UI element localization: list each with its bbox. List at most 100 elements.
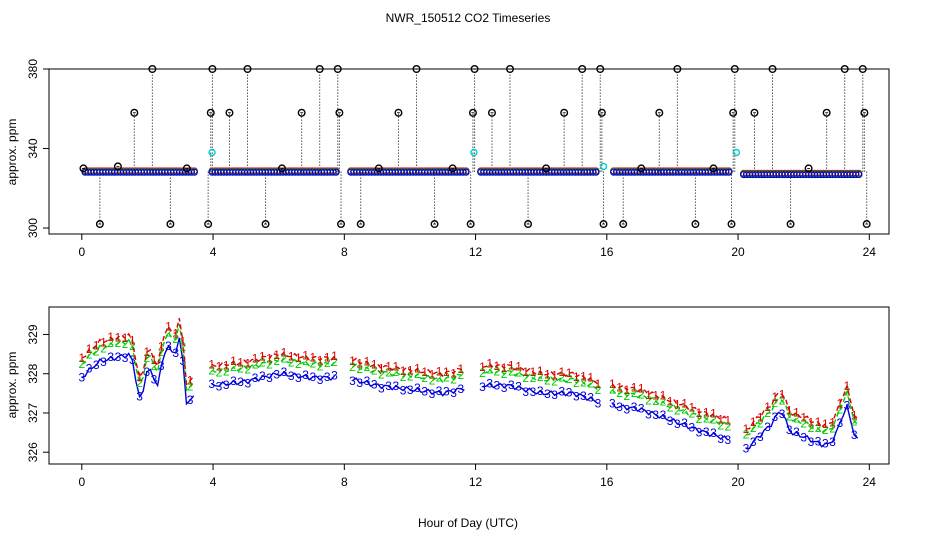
series-mark-2: 2 (479, 366, 486, 380)
series-mark-3: 3 (187, 393, 194, 407)
series-mark-2: 2 (93, 344, 100, 358)
series-mark-1: 1 (443, 365, 450, 379)
spike-point (166, 220, 175, 229)
series-mark-2: 2 (836, 402, 843, 416)
series-mark-2: 2 (515, 366, 522, 380)
series-mark-2: 2 (757, 416, 764, 430)
series-mark-2: 2 (544, 373, 551, 387)
series-mark-3: 3 (107, 350, 114, 364)
series-mark-3: 3 (378, 381, 385, 395)
series-mark-1: 1 (78, 351, 85, 365)
series-line-3 (81, 337, 195, 406)
series-mark-2: 2 (216, 366, 223, 380)
top-x-tick-label: 20 (731, 245, 745, 259)
series-mark-1: 1 (764, 400, 771, 414)
series-mark-1: 1 (688, 401, 695, 415)
series-mark-3: 3 (815, 435, 822, 449)
series-mark-3: 3 (544, 387, 551, 401)
series-mark-2: 2 (688, 407, 695, 421)
series-mark-2: 2 (815, 421, 822, 435)
bottom-y-tick-label: 327 (26, 403, 40, 423)
series-mark-2: 2 (78, 357, 85, 371)
series-line-2 (482, 368, 599, 391)
series-mark-3: 3 (750, 435, 757, 449)
baseline-point (190, 168, 198, 176)
series-mark-2: 2 (259, 355, 266, 369)
series-mark-2: 2 (266, 357, 273, 371)
bottom-x-tick-label: 16 (600, 475, 614, 489)
series-mark-3: 3 (764, 420, 771, 434)
series-mark-2: 2 (356, 362, 363, 376)
cyan-point (732, 148, 741, 157)
series-line-2 (211, 357, 336, 374)
series-mark-1: 1 (696, 406, 703, 420)
x-axis-label: Hour of Day (UTC) (418, 516, 518, 530)
series-mark-3: 3 (136, 390, 143, 404)
series-mark-2: 2 (566, 372, 573, 386)
series-mark-2: 2 (324, 356, 331, 370)
spike-point (394, 108, 403, 117)
series-mark-1: 1 (836, 396, 843, 410)
series-mark-3: 3 (364, 374, 371, 388)
spike-point (542, 164, 551, 173)
series-mark-2: 2 (281, 351, 288, 365)
series-mark-3: 3 (580, 389, 587, 403)
series-mark-2: 2 (667, 400, 674, 414)
series-line-3 (352, 377, 465, 397)
spike-point (655, 108, 664, 117)
series-mark-1: 1 (356, 356, 363, 370)
series-mark-2: 2 (580, 375, 587, 389)
series-mark-3: 3 (515, 379, 522, 393)
series-mark-2: 2 (364, 360, 371, 374)
spike-point (487, 108, 496, 117)
series-mark-1: 1 (407, 364, 414, 378)
series-mark-2: 2 (725, 419, 732, 433)
spike-point (822, 108, 831, 117)
series-mark-2: 2 (573, 376, 580, 390)
series-mark-1: 1 (822, 417, 829, 431)
spike-point (709, 164, 718, 173)
series-mark-2: 2 (151, 359, 158, 373)
spike-point (448, 164, 457, 173)
series-mark-1: 1 (660, 389, 667, 403)
series-mark-3: 3 (429, 387, 436, 401)
series-mark-3: 3 (371, 377, 378, 391)
series-mark-2: 2 (750, 421, 757, 435)
series-mark-2: 2 (652, 394, 659, 408)
series-mark-2: 2 (172, 332, 179, 346)
series-mark-2: 2 (822, 423, 829, 437)
top-y-tick-label: 340 (26, 138, 40, 158)
series-mark-3: 3 (309, 370, 316, 384)
series-mark-3: 3 (779, 407, 786, 421)
series-mark-3: 3 (436, 384, 443, 398)
series-mark-1: 1 (786, 403, 793, 417)
series-mark-3: 3 (645, 407, 652, 421)
series-mark-3: 3 (443, 384, 450, 398)
series-mark-2: 2 (551, 374, 558, 388)
series-mark-3: 3 (93, 358, 100, 372)
series-mark-1: 1 (122, 331, 129, 345)
series-mark-3: 3 (288, 369, 295, 383)
series-mark-1: 1 (115, 330, 122, 344)
bottom-y-axis-label: approx. ppm (5, 352, 19, 419)
spike-point (597, 108, 606, 117)
series-mark-3: 3 (400, 384, 407, 398)
series-mark-2: 2 (309, 356, 316, 370)
spike-point (804, 164, 813, 173)
series-mark-1: 1 (573, 370, 580, 384)
series-mark-2: 2 (808, 421, 815, 435)
spike-point (786, 220, 795, 229)
bottom-plot-frame (48, 306, 890, 465)
series-mark-1: 1 (230, 354, 237, 368)
series-mark-3: 3 (407, 383, 414, 397)
top-x-tick-label: 0 (78, 245, 85, 259)
series-mark-2: 2 (436, 370, 443, 384)
cyan-point (599, 162, 608, 171)
top-x-tick-label: 8 (341, 245, 348, 259)
series-mark-1: 1 (609, 377, 616, 391)
chart-title: NWR_150512 CO2 Timeseries (386, 11, 551, 25)
series-mark-1: 1 (288, 350, 295, 364)
series-mark-3: 3 (609, 396, 616, 410)
series-mark-1: 1 (237, 356, 244, 370)
